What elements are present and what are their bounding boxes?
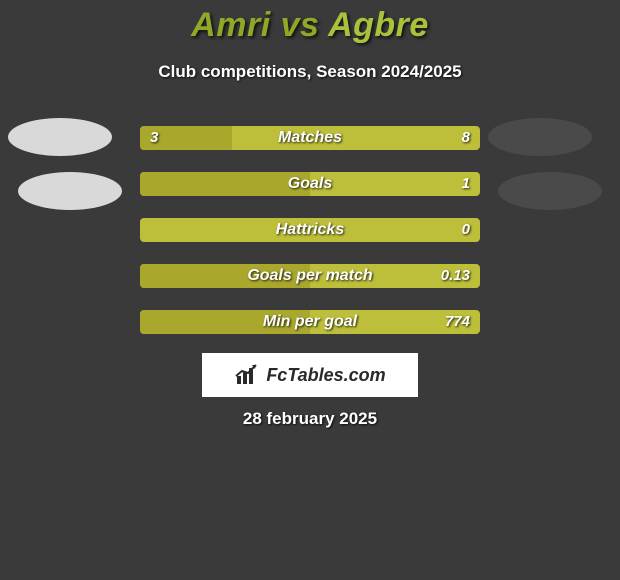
stat-bar: Min per goal774 [140,310,480,334]
left-team-ellipse [8,118,112,156]
player-left-name: Amri [191,6,270,44]
stat-bar-left-fill [140,310,310,334]
stat-bar: Goals per match0.13 [140,264,480,288]
stat-bar-left-fill [140,126,232,150]
stat-bar-right-value: 0.13 [441,264,470,288]
page-title: Amri vs Agbre [0,6,620,45]
stat-bar-right-value: 774 [445,310,470,334]
subtitle: Club competitions, Season 2024/2025 [0,62,620,82]
stat-bars: Matches38 Goals1 Hattricks0 Goals per match… [140,126,480,356]
vs-separator: vs [271,6,328,44]
right-team-ellipse [488,118,592,156]
stat-bar-label: Hattricks [140,218,480,242]
stat-bar: Matches38 [140,126,480,150]
stat-bar-right-value: 0 [462,218,470,242]
site-attribution: FcTables.com [202,353,418,397]
right-team-ellipse [498,172,602,210]
stat-bar: Hattricks0 [140,218,480,242]
stat-bar-right-value: 8 [462,126,470,150]
stat-bar-left-fill [140,264,310,288]
site-name: FcTables.com [266,365,385,386]
stat-bar-left-fill [140,172,310,196]
stat-bar-right-value: 1 [462,172,470,196]
player-right-name: Agbre [328,6,429,44]
stat-bar: Goals1 [140,172,480,196]
chart-icon [234,364,260,386]
left-team-ellipse [18,172,122,210]
snapshot-date: 28 february 2025 [0,409,620,429]
comparison-infographic: Amri vs Agbre Club competitions, Season … [0,0,620,580]
